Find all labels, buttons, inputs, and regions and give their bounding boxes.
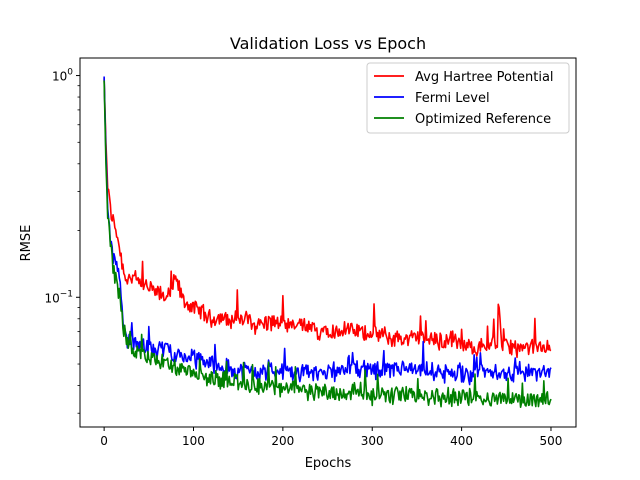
x-tick-label: 500 [540,434,563,448]
y-tick-label: 100 [52,68,73,84]
chart-title: Validation Loss vs Epoch [230,34,426,53]
x-axis-label: Epochs [305,456,352,471]
legend-label-3: Optimized Reference [415,112,551,127]
x-tick-label: 200 [271,434,294,448]
series-layer [103,76,552,409]
x-tick-label: 300 [361,434,384,448]
x-axis-ticks: 0 100 200 300 400 500 [100,427,562,448]
y-tick-label: 10−1 [44,289,73,305]
plot-frame [79,57,577,428]
legend: Avg Hartree Potential Fermi Level Optimize… [366,62,570,134]
x-tick-label: 100 [182,434,205,448]
series-line-3 [103,80,552,409]
x-tick-label: 400 [450,434,473,448]
y-axis-ticks: 10−1 100 [44,68,80,414]
y-axis-label: RMSE [19,225,34,262]
legend-box [366,62,570,134]
series-line-2 [103,76,552,386]
series-line-1 [103,78,552,359]
legend-label-2: Fermi Level [415,91,490,106]
legend-label-1: Avg Hartree Potential [415,70,554,85]
x-tick-label: 0 [100,434,108,448]
